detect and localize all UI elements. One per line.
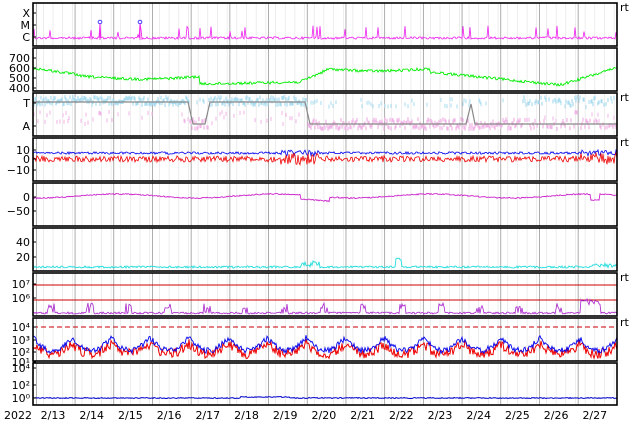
y-tick-label: 10⁶ [12, 292, 31, 305]
y-tick-label: 0 [23, 153, 30, 166]
year-label: 2022 [4, 409, 32, 422]
x-tick-label: 2/16 [157, 409, 182, 422]
series-layer [32, 19, 618, 400]
y-tick-label: −50 [7, 205, 30, 218]
y-tick-label: −10 [7, 164, 30, 177]
electron-flux-series [32, 297, 618, 315]
y-tick-label: 10² [12, 379, 30, 392]
y-tick-label: 20 [16, 251, 30, 264]
x-tick-label: 2/13 [41, 409, 66, 422]
wind-speed-series [32, 66, 618, 87]
y-tick-label: 10⁴ [12, 321, 31, 334]
kp-series [32, 257, 618, 270]
x-tick-label: 2/27 [582, 409, 607, 422]
panel-frame-speed [32, 47, 618, 92]
x-tick-label: 2/24 [466, 409, 491, 422]
right-marker: rt [620, 316, 630, 329]
y-tick-label: 10² [12, 346, 30, 359]
panel-frame-electrons [32, 272, 618, 317]
y-tick-label: X [22, 7, 30, 20]
x-tick-label: 2/26 [544, 409, 569, 422]
x-tick-label: 2/21 [350, 409, 375, 422]
x-tick-label: 2/20 [312, 409, 337, 422]
x-tick-label: 2/25 [505, 409, 530, 422]
panel-frame-neutrons [32, 362, 618, 406]
right-marker: rt [620, 1, 630, 14]
y-tick-label: 10⁷ [12, 278, 30, 291]
right-marker: rt [620, 91, 630, 104]
y-tick-label: 10 [16, 144, 30, 157]
panel-frame-dst [32, 182, 618, 227]
panel-frame-polarity [32, 92, 618, 137]
right-marker: rt [620, 271, 630, 284]
grid-layer [33, 3, 615, 405]
y-tick-label: 10⁴ [12, 362, 31, 375]
x-tick-label: 2/23 [428, 409, 453, 422]
bt-series [32, 148, 618, 158]
y-tick-label: T [22, 97, 30, 110]
x-tick-label: 2/17 [195, 409, 220, 422]
dst-series [32, 192, 618, 203]
y-tick-label: 10³ [12, 334, 30, 347]
y-tick-label: 600 [9, 62, 30, 75]
flare-marker [137, 19, 143, 25]
y-tick-label: M [21, 19, 31, 32]
panel-frame-kp [32, 227, 618, 272]
x-tick-label: 2/14 [79, 409, 104, 422]
xray-flux-series [32, 22, 618, 41]
y-tick-label: A [22, 120, 30, 133]
y-tick-label: 10⁰ [12, 392, 31, 405]
y-tick-label: 0 [23, 191, 30, 204]
y-tick-label: 400 [9, 82, 30, 95]
flare-marker [97, 19, 103, 25]
x-tick-label: 2/18 [234, 409, 259, 422]
x-tick-label: 2/19 [273, 409, 298, 422]
y-tick-label: 10¹ [12, 356, 30, 369]
x-tick-label: 2/22 [389, 409, 414, 422]
label-layer: XMCrt700600500400TArt100−10rt0−50402010⁷… [7, 1, 630, 422]
polarity-step-series [33, 101, 617, 125]
bz-series [32, 151, 618, 166]
proton-low-series [32, 334, 618, 355]
y-tick-label: C [22, 31, 30, 44]
y-tick-label: 500 [9, 72, 30, 85]
right-marker: rt [620, 136, 630, 149]
y-tick-label: 700 [9, 52, 30, 65]
neutron-series [32, 395, 618, 400]
x-tick-label: 2/15 [118, 409, 143, 422]
y-tick-label: 40 [16, 236, 30, 249]
